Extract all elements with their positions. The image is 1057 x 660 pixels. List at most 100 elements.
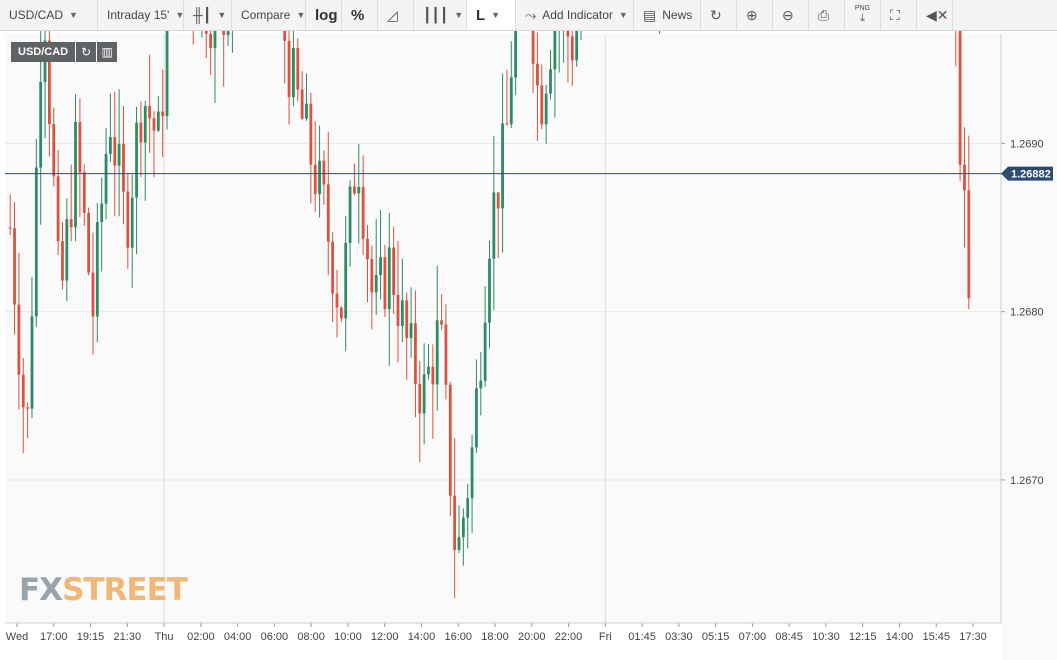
candle-body xyxy=(318,160,321,195)
x-tick-label: 01:45 xyxy=(628,631,656,643)
fullscreen-icon: ⛶ xyxy=(890,6,900,23)
candle-body xyxy=(344,242,348,319)
candle-body xyxy=(82,172,86,213)
print-button[interactable]: ⎙ xyxy=(809,0,845,30)
candle-body xyxy=(209,33,213,49)
candle-body xyxy=(48,40,51,125)
volume-button[interactable]: ┃┃┃ ▼ xyxy=(414,0,467,30)
candle-body xyxy=(457,537,461,550)
candle-body xyxy=(161,111,165,117)
candle-body xyxy=(553,31,557,70)
candle-body xyxy=(392,247,396,295)
candle-body xyxy=(292,48,295,98)
compare-label: Compare xyxy=(241,8,291,22)
candle-body xyxy=(287,40,291,98)
fullscreen-button[interactable]: ⛶ xyxy=(881,0,917,30)
settings-icon[interactable]: ▥ xyxy=(97,42,118,62)
candle-body xyxy=(78,121,82,173)
zoom-out-button[interactable]: ⊖ xyxy=(773,0,809,30)
compare-button[interactable]: Compare ▼ xyxy=(232,0,306,30)
candle-body xyxy=(570,36,574,61)
zoom-in-button[interactable]: ⊕ xyxy=(737,0,773,30)
x-tick-label: 12:15 xyxy=(849,631,877,643)
candle-body xyxy=(566,31,570,37)
fxstreet-logo: FXSTREET xyxy=(19,572,188,608)
symbol-select[interactable]: USD/CAD ▼ xyxy=(0,0,98,30)
candle-body xyxy=(509,77,513,125)
x-tick-label: 10:00 xyxy=(334,631,362,643)
price-chart[interactable]: 1.26701.26801.26901.27001.27101.27201.27… xyxy=(0,31,1057,660)
candle-body xyxy=(313,164,317,195)
candle-body xyxy=(505,123,509,125)
zoom-in-icon: ⊕ xyxy=(746,6,758,23)
interval-select[interactable]: Intraday 15' ▼ xyxy=(98,0,184,30)
candle-body xyxy=(549,69,552,94)
add-indicator-label: Add Indicator xyxy=(542,8,613,22)
candle-body xyxy=(326,184,330,242)
news-label: News xyxy=(662,8,693,22)
chart-type-button[interactable]: ╫┃ ▼ xyxy=(184,0,232,30)
y-tick-label: 1.2690 xyxy=(1010,138,1044,150)
candle-body xyxy=(69,219,73,228)
chevron-down-icon: ▼ xyxy=(69,10,78,20)
candle-body xyxy=(296,48,300,90)
candle-body xyxy=(440,320,443,325)
candle-body xyxy=(383,257,387,310)
candle-body xyxy=(400,300,404,326)
candle-body xyxy=(963,164,966,191)
bars-icon: ┃┃┃ xyxy=(423,6,449,23)
chart-toolbar: USD/CAD ▼ Intraday 15' ▼ ╫┃ ▼ Compare ▼ log … xyxy=(0,0,1057,31)
draw-line-button[interactable]: L ▼ xyxy=(467,0,516,30)
x-tick-label: Wed xyxy=(6,631,28,643)
log-button[interactable]: log xyxy=(306,0,342,30)
chevron-down-icon: ▼ xyxy=(491,10,501,20)
candle-body xyxy=(488,258,491,323)
png-label: PNG xyxy=(854,5,871,12)
candle-body xyxy=(126,191,130,248)
candle-body xyxy=(335,293,339,308)
x-tick-label: 02:00 xyxy=(187,631,215,643)
x-tick-label: 19:15 xyxy=(77,631,105,643)
zoom-out-icon: ⊖ xyxy=(782,6,794,23)
candle-body xyxy=(117,143,121,166)
chevron-down-icon: ▼ xyxy=(296,10,306,20)
area-chart-button[interactable]: ◿ xyxy=(378,0,414,30)
mute-button[interactable]: ◀✕ xyxy=(917,0,953,30)
candle-body xyxy=(322,160,326,185)
symbol-badge-label: USD/CAD xyxy=(11,42,76,62)
candle-body xyxy=(353,186,356,194)
candlestick-icon: ╫┃ xyxy=(193,6,212,23)
candle-body xyxy=(21,374,25,408)
percent-label: % xyxy=(351,6,365,24)
candle-body xyxy=(379,257,382,276)
y-axis-area xyxy=(1001,31,1057,660)
candle-body xyxy=(109,137,112,154)
x-tick-label: 22:00 xyxy=(555,631,583,643)
x-tick-label: 16:00 xyxy=(444,631,472,643)
percent-button[interactable]: % xyxy=(342,0,378,30)
candle-body xyxy=(479,380,483,389)
candle-body xyxy=(74,121,77,228)
x-tick-label: 04:00 xyxy=(224,631,252,643)
candle-body xyxy=(958,31,962,165)
reload-icon[interactable]: ↻ xyxy=(76,42,97,62)
candle-body xyxy=(461,517,465,538)
x-tick-label: 15:45 xyxy=(922,631,950,643)
candle-body xyxy=(135,122,138,198)
refresh-button[interactable]: ↻ xyxy=(701,0,737,30)
news-button[interactable]: ▤ News xyxy=(634,0,701,30)
candle-body xyxy=(536,63,539,86)
candle-body xyxy=(226,31,230,35)
y-tick-label: 1.2670 xyxy=(1010,475,1044,487)
candle-body xyxy=(348,186,352,243)
png-export-button[interactable]: PNG ⤓ xyxy=(845,0,881,30)
candle-body xyxy=(52,124,56,177)
last-price-label: 1.26882 xyxy=(1011,169,1051,181)
interval-select-label: Intraday 15' xyxy=(107,8,170,22)
chevron-down-icon: ▼ xyxy=(454,10,464,20)
candle-body xyxy=(496,192,500,209)
candle-body xyxy=(309,103,313,165)
add-indicator-button[interactable]: ⤳ Add Indicator ▼ xyxy=(516,0,634,30)
candle-body xyxy=(531,31,535,64)
candle-body xyxy=(444,324,448,385)
